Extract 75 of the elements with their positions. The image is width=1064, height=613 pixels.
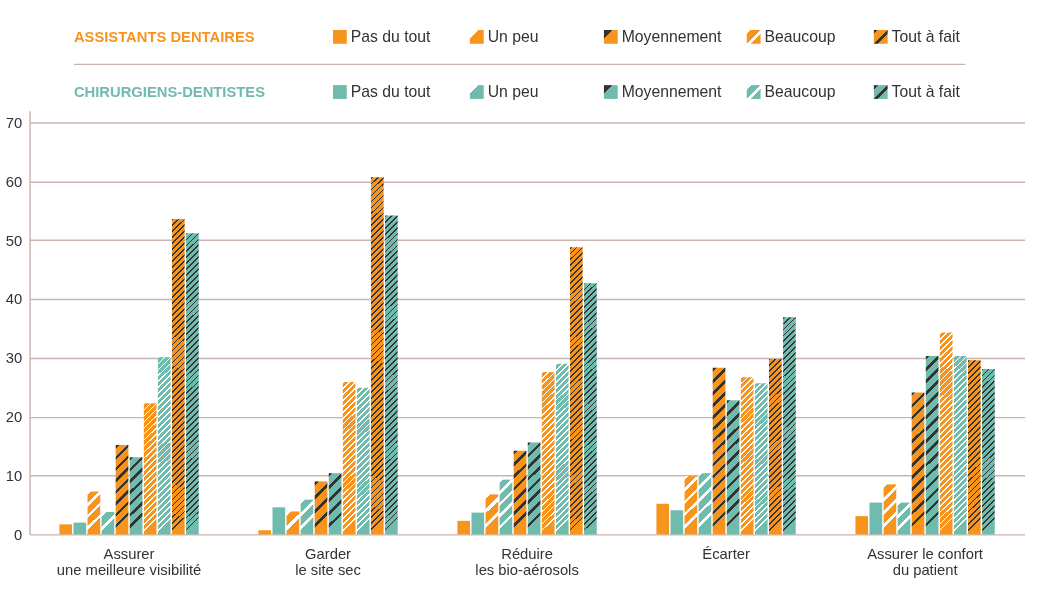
bar <box>953 356 967 535</box>
bar <box>883 484 897 535</box>
bar <box>726 400 740 535</box>
y-tick-label: 50 <box>5 232 23 249</box>
y-tick-label: 10 <box>5 467 23 484</box>
bar <box>157 357 171 535</box>
bar <box>171 219 185 535</box>
bar <box>769 359 782 535</box>
bar <box>897 502 911 535</box>
x-tick-label: Assurer une meilleure visibilité <box>56 545 202 579</box>
bar <box>485 494 499 535</box>
legend-label: Un peu <box>487 27 539 45</box>
legend-label: Un peu <box>487 82 539 100</box>
x-tick-label: Assurer le confort du patient <box>867 545 983 579</box>
bar <box>356 387 370 535</box>
bar <box>314 481 328 535</box>
legend-label: Tout à fait <box>891 27 961 45</box>
bar <box>656 503 670 535</box>
bar <box>328 473 342 535</box>
bar <box>982 369 995 535</box>
bar <box>499 479 513 535</box>
y-tick-label: 30 <box>5 350 23 367</box>
bar <box>370 177 384 535</box>
bar <box>783 317 796 535</box>
legend-label: Beaucoup <box>764 82 836 100</box>
x-tick-label: Écarter <box>702 545 750 562</box>
y-tick-label: 20 <box>5 409 23 426</box>
x-tick-label: Garder le site sec <box>295 545 361 579</box>
bar <box>101 512 115 535</box>
bar <box>569 247 583 535</box>
bar <box>73 522 87 535</box>
bar <box>272 507 286 535</box>
bar <box>87 491 101 535</box>
legend-label: Moyennement <box>621 82 723 100</box>
text: CHIRURGIENS-DENTISTES <box>73 83 266 100</box>
bar <box>129 457 143 535</box>
bar <box>939 332 953 535</box>
text: ASSISTANTS DENTAIRES <box>73 28 255 45</box>
legend-label: Pas du tout <box>350 82 432 100</box>
bar <box>143 403 157 535</box>
bar <box>740 377 754 535</box>
legend-label: Tout à fait <box>891 82 961 100</box>
bar <box>115 444 129 535</box>
bar <box>712 367 726 535</box>
x-tick-label: Réduire les bio-aérosols <box>475 545 579 579</box>
legend-label: Pas du tout <box>350 27 432 45</box>
bar <box>471 512 485 535</box>
bar <box>754 383 768 535</box>
bar <box>698 473 712 535</box>
y-tick-label: 60 <box>5 173 23 190</box>
bar <box>684 476 698 535</box>
bar <box>555 363 569 535</box>
bar <box>258 530 272 535</box>
y-tick-label: 70 <box>5 114 23 131</box>
bar <box>670 510 684 535</box>
bar <box>968 360 981 535</box>
legend-label: Moyennement <box>621 27 723 45</box>
bar <box>855 516 869 535</box>
bar <box>186 233 199 535</box>
bar <box>457 520 471 535</box>
y-tick-label: 0 <box>13 526 23 543</box>
bar <box>286 511 300 535</box>
bar <box>869 502 883 535</box>
bar <box>925 356 939 535</box>
bar <box>513 450 527 535</box>
legend-label: Beaucoup <box>764 27 836 45</box>
bar <box>59 524 73 535</box>
bar <box>584 283 597 535</box>
bar <box>300 499 314 535</box>
bar <box>911 392 925 535</box>
bar <box>541 371 555 535</box>
bar <box>385 215 398 535</box>
y-tick-label: 40 <box>5 291 23 308</box>
bar <box>342 381 356 535</box>
bar <box>527 442 541 535</box>
